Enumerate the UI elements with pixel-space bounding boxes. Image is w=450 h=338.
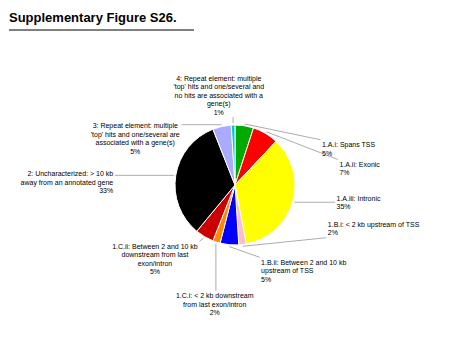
slice-label: 1.C.ii: Between 2 and 10 kbdownstream fr… <box>112 243 198 276</box>
leader-line <box>215 244 216 291</box>
slice-label: 4: Repeat element: multiple'top' hits an… <box>173 75 264 116</box>
slice-value-label: 1% <box>214 109 224 116</box>
labels: 1.A.i: Spans TSS5%1.A.ii: Exonic7%1.A.ii… <box>21 75 420 317</box>
title-underline <box>9 30 194 31</box>
slice-label-line: 3: Repeat element: multiple <box>93 122 178 130</box>
slice-label-line: 1.B.i: < 2 kb upstream of TSS <box>328 221 420 229</box>
slice-label: 1.A.i: Spans TSS5% <box>322 141 376 157</box>
pie-slice <box>231 125 235 185</box>
slice-value-label: 5% <box>130 148 140 155</box>
leader-line <box>229 247 259 258</box>
slice-label: 1.A.iii: Intronic35% <box>337 195 381 211</box>
slice-label: 2: Uncharacterized: > 10 kb away from an … <box>21 170 114 194</box>
slice-label: 3: Repeat element: multiple'top' hits an… <box>91 122 180 155</box>
leader-line <box>233 117 234 123</box>
slice-label-line: 1.A.i: Spans TSS <box>322 141 376 149</box>
slice-value-label: 35% <box>337 203 351 210</box>
slice-value-label: 5% <box>322 150 332 157</box>
leader-line <box>199 238 203 241</box>
slice-label-line: 1.C.i: < 2 kb downstream <box>176 292 254 299</box>
slice-value-label: 2% <box>210 309 220 316</box>
slice-label: 1.A.ii: Exonic7% <box>339 161 380 177</box>
slice-label: 1.B.ii: Between 2 and 10 kbupstream of T… <box>261 259 346 283</box>
slice-value-label: 7% <box>339 169 349 176</box>
title: Supplementary Figure S26. <box>9 10 177 25</box>
leader-line <box>243 238 327 247</box>
slice-label-line: upstream of TSS <box>261 267 314 275</box>
slice-label-line: gene(s) <box>207 100 231 108</box>
slice-value-label: 5% <box>261 276 271 283</box>
slice-label-line: exon/intron <box>138 260 173 267</box>
slice-value-label: 5% <box>150 268 160 275</box>
slice-label: 1.B.i: < 2 kb upstream of TSS2% <box>328 221 420 237</box>
slice-label-line: 1.C.ii: Between 2 and 10 kb <box>112 243 198 250</box>
pie <box>175 125 295 245</box>
slice-label-line: 2: Uncharacterized: > 10 kb <box>27 170 113 177</box>
slice-label-line: 'top' hits and one/several and <box>173 83 264 91</box>
slice-label-line: 4: Repeat element: multiple <box>176 75 261 83</box>
slice-label-line: away from an annotated gene <box>21 179 114 187</box>
slice-label-line: no hits are associated with a <box>175 92 263 99</box>
pie-slice <box>213 125 235 185</box>
slice-label-line: 1.A.iii: Intronic <box>337 195 381 202</box>
pie-slice <box>235 141 295 244</box>
slice-label-line: 'top' hits and one/several are <box>91 131 180 139</box>
slice-label-line: downstream from last <box>121 251 188 258</box>
slice-label-line: 1.A.ii: Exonic <box>339 161 380 168</box>
slice-value-label: 33% <box>99 187 113 194</box>
slice-label-line: associated with a gene(s) <box>96 139 175 147</box>
slice-label-line: from last exon/intron <box>183 301 247 308</box>
slice-label-line: 1.B.ii: Between 2 and 10 kb <box>261 259 346 266</box>
chart: Supplementary Figure S26. 1.A.i: Spans TS… <box>0 0 450 338</box>
leader-line <box>115 175 174 176</box>
leader-line <box>294 202 335 203</box>
slice-label: 1.C.i: < 2 kb downstream from last exon/i… <box>176 292 254 316</box>
slice-value-label: 2% <box>328 229 338 236</box>
leader-line <box>181 124 221 125</box>
leader-line <box>245 124 321 140</box>
